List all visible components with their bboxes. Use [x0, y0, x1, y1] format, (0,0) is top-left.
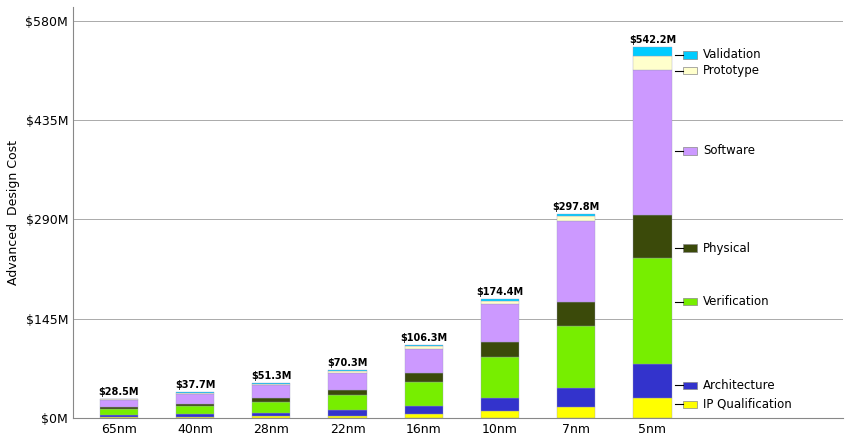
Bar [683, 401, 697, 408]
Bar [176, 393, 214, 394]
Bar [683, 298, 697, 305]
Bar [683, 381, 697, 389]
Bar [328, 373, 366, 390]
Text: Validation: Validation [703, 48, 762, 62]
Bar [558, 388, 595, 407]
Bar [176, 394, 214, 404]
Bar [252, 412, 291, 416]
Bar [328, 416, 366, 418]
Bar [176, 406, 214, 414]
Bar [683, 245, 697, 252]
Bar [252, 383, 291, 384]
Bar [633, 215, 672, 258]
Bar [252, 416, 291, 418]
Bar [99, 409, 138, 415]
Bar [405, 373, 443, 382]
Text: Prototype: Prototype [703, 64, 760, 77]
Bar [405, 414, 443, 418]
Text: $174.4M: $174.4M [477, 287, 524, 297]
Bar [176, 417, 214, 418]
Bar [683, 147, 697, 155]
Bar [405, 349, 443, 373]
Bar [481, 412, 519, 418]
Bar [328, 395, 366, 411]
Bar [176, 404, 214, 406]
Bar [633, 398, 672, 418]
Text: $28.5M: $28.5M [99, 387, 139, 396]
Bar [99, 415, 138, 417]
Bar [633, 70, 672, 215]
Bar [558, 407, 595, 418]
Bar [558, 326, 595, 388]
Bar [633, 47, 672, 56]
Bar [405, 406, 443, 414]
Y-axis label: Advanced  Design Cost: Advanced Design Cost [7, 140, 20, 285]
Bar [328, 390, 366, 395]
Text: $70.3M: $70.3M [327, 358, 368, 368]
Bar [99, 399, 138, 400]
Bar [683, 67, 697, 74]
Text: IP Qualification: IP Qualification [703, 398, 791, 411]
Bar [633, 364, 672, 398]
Bar [99, 400, 138, 407]
Text: $37.7M: $37.7M [175, 380, 215, 390]
Bar [633, 56, 672, 70]
Bar [252, 402, 291, 412]
Bar [558, 214, 595, 216]
Bar [558, 222, 595, 303]
Bar [176, 392, 214, 393]
Bar [633, 258, 672, 364]
Bar [481, 301, 519, 304]
Bar [558, 216, 595, 222]
Text: Physical: Physical [703, 242, 751, 255]
Text: $542.2M: $542.2M [629, 35, 676, 44]
Bar [252, 384, 291, 385]
Bar [481, 299, 519, 301]
Bar [328, 370, 366, 371]
Bar [176, 414, 214, 417]
Bar [481, 398, 519, 412]
Bar [328, 411, 366, 416]
Bar [252, 385, 291, 398]
Bar [481, 357, 519, 398]
Text: Verification: Verification [703, 295, 769, 308]
Text: Architecture: Architecture [703, 379, 775, 392]
Bar [99, 407, 138, 409]
Text: $106.3M: $106.3M [400, 333, 447, 343]
Bar [252, 398, 291, 402]
Bar [683, 51, 697, 58]
Bar [481, 304, 519, 342]
Bar [481, 342, 519, 357]
Text: $51.3M: $51.3M [251, 371, 292, 381]
Text: $297.8M: $297.8M [552, 202, 600, 212]
Bar [558, 303, 595, 326]
Bar [405, 346, 443, 349]
Bar [99, 417, 138, 418]
Text: Software: Software [703, 144, 755, 157]
Bar [328, 371, 366, 373]
Bar [405, 382, 443, 406]
